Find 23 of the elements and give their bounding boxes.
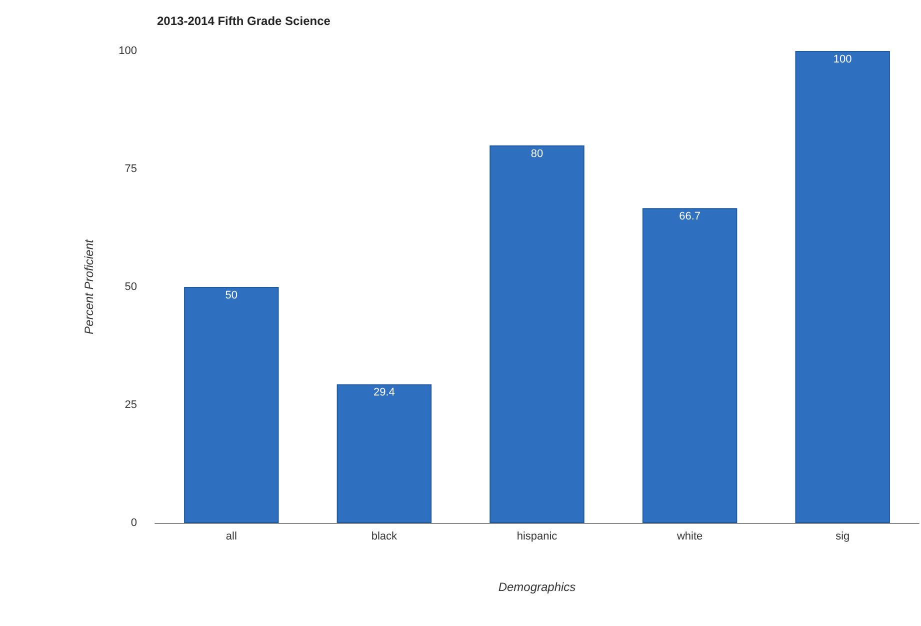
x-tick-label: black — [371, 530, 398, 542]
bar — [184, 287, 279, 523]
y-tick-label: 100 — [118, 45, 137, 57]
data-label: 80 — [530, 148, 544, 160]
x-tick-label: hispanic — [516, 530, 558, 542]
y-axis-title: Percent Proficient — [82, 238, 96, 334]
y-tick-label: 75 — [124, 163, 137, 175]
bar — [336, 384, 432, 523]
data-label: 29.4 — [373, 386, 395, 399]
data-label: 66.7 — [679, 210, 701, 223]
y-tick-label: 25 — [124, 399, 137, 411]
x-tick-label: white — [676, 530, 703, 542]
chart-title: 2013-2014 Fifth Grade Science — [157, 14, 331, 28]
x-tick-label: all — [226, 530, 237, 542]
bar — [642, 208, 738, 523]
bar — [490, 145, 584, 523]
y-tick-label: 0 — [130, 517, 137, 529]
data-label: 100 — [833, 54, 852, 66]
x-tick-label: sig — [836, 530, 850, 542]
data-label: 50 — [225, 290, 238, 302]
x-axis-title: Demographics — [498, 580, 576, 594]
bar — [795, 51, 890, 523]
y-tick-label: 50 — [124, 281, 137, 293]
